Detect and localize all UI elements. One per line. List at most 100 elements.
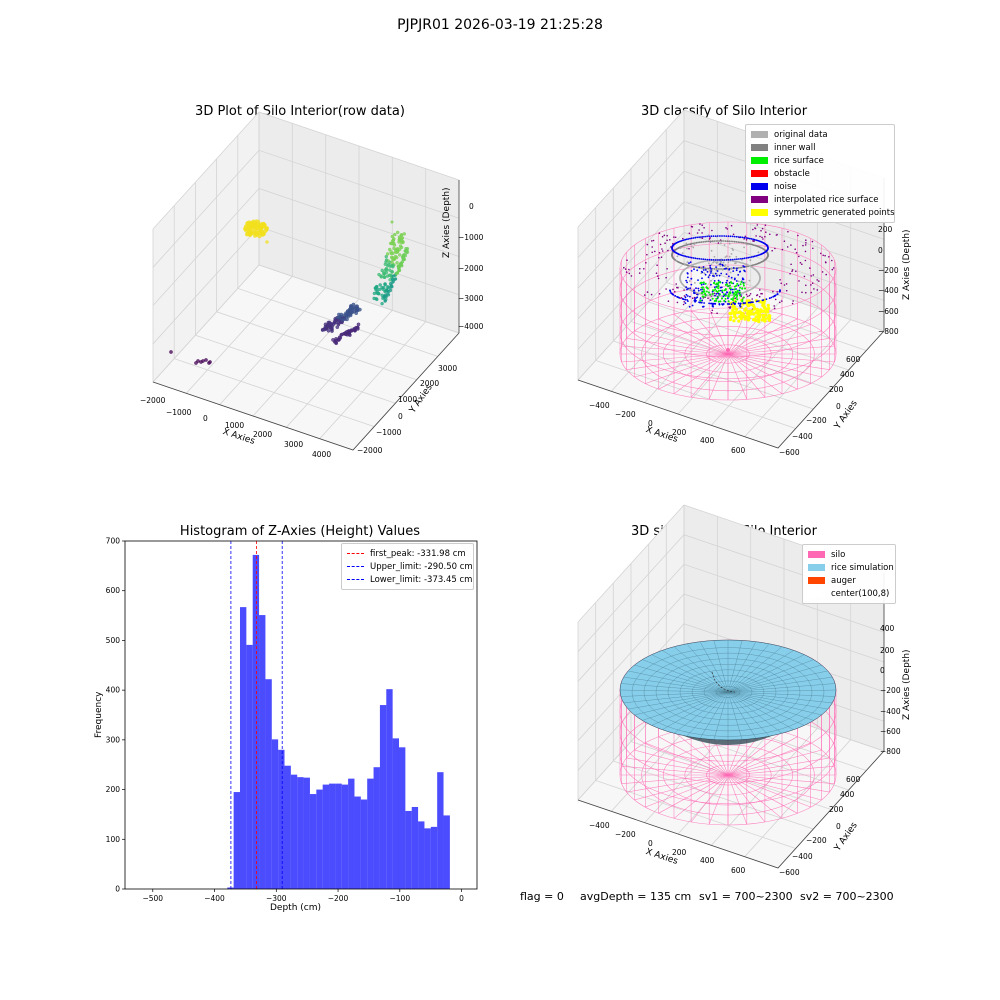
- classify-point-noise: [772, 295, 775, 298]
- classify-point-rice: [734, 291, 737, 294]
- classify-point-inner-wall: [730, 240, 732, 243]
- raw-point-teal: [396, 265, 400, 269]
- raw-point-teal: [400, 260, 405, 264]
- classify-point-interpolated: [677, 287, 679, 289]
- classify-point-interpolated: [798, 255, 800, 258]
- classify-point-symmetric: [731, 308, 735, 312]
- classify-point-original: [703, 260, 706, 263]
- classify-point-interpolated: [787, 230, 789, 233]
- raw-point-yellow: [247, 232, 252, 237]
- classify-point-interpolated: [638, 272, 641, 274]
- classify-point-interpolated: [744, 235, 747, 238]
- legend-label: Upper_limit: -290.50 cm: [370, 561, 473, 572]
- classify-point-noise: [684, 255, 687, 258]
- classify-point-rice: [700, 286, 703, 289]
- raw-point-yellow: [247, 227, 252, 232]
- legend-label: Lower_limit: -373.45 cm: [370, 574, 473, 585]
- simulation-y-tick: 400: [840, 790, 855, 799]
- classify-point-rice: [719, 300, 722, 303]
- classify-point-noise: [688, 305, 691, 308]
- classify-point-noise: [708, 258, 711, 261]
- classify-point-noise: [762, 299, 765, 301]
- classify-point-noise: [714, 286, 716, 289]
- legend-swatch: [808, 551, 825, 558]
- raw-axis-lines: [152, 332, 460, 451]
- classify-point-interpolated: [658, 256, 660, 259]
- classify-point-rice: [721, 289, 724, 292]
- classify-point-noise: [732, 267, 735, 269]
- classify-point-rice: [717, 287, 720, 290]
- classify-point-original: [693, 243, 696, 246]
- classify-legend-item: noise: [751, 180, 889, 193]
- classify-z-tick: 0: [878, 246, 883, 255]
- classify-point-interpolated: [745, 239, 748, 241]
- raw-y-tick: 3000: [438, 364, 458, 373]
- classify-point-rice: [724, 294, 727, 297]
- classify-point-symmetric: [734, 307, 739, 311]
- classify-point-rice: [740, 281, 743, 283]
- classify-point-original: [730, 267, 733, 270]
- classify-point-noise: [741, 257, 744, 260]
- classify-point-interpolated: [825, 273, 827, 276]
- raw-point-green: [392, 241, 396, 246]
- raw-point-purple: [355, 325, 360, 330]
- classify-point-symmetric: [762, 315, 766, 319]
- raw-data-3d-plot[interactable]: [0, 0, 500, 500]
- classify-point-interpolated: [643, 268, 645, 270]
- depth-histogram[interactable]: −500 −400 −300 −200 −100 00100200300400500600…: [0, 0, 500, 1000]
- classify-point-inner-wall: [752, 244, 755, 247]
- raw-point-green: [393, 254, 398, 259]
- classify-point-interpolated: [795, 270, 797, 273]
- raw-x-tick: 1000: [225, 421, 245, 430]
- classify-point-interpolated: [824, 254, 826, 257]
- classify-point-original: [710, 263, 713, 266]
- classify-point-interpolated: [822, 254, 824, 257]
- classify-point-inner-wall: [767, 253, 769, 256]
- classify-point-rice: [738, 293, 741, 296]
- classify-point-noise: [721, 259, 724, 261]
- histogram-y-tick-label: 400: [106, 686, 121, 695]
- classify-point-interpolated: [818, 280, 820, 282]
- classify-point-interpolated: [701, 224, 703, 226]
- classify-point-noise: [714, 302, 716, 305]
- classify-point-noise: [737, 236, 740, 238]
- raw-point-dark: [169, 350, 173, 354]
- classify-point-interpolated: [725, 227, 727, 229]
- classify-point-noise: [694, 236, 697, 239]
- classify-point-noise: [725, 291, 728, 294]
- raw-point-green: [398, 253, 402, 257]
- classify-point-noise: [690, 283, 693, 286]
- classify-point-interpolated: [713, 292, 716, 295]
- classify-point-noise: [710, 283, 712, 286]
- raw-point-purple: [354, 304, 358, 309]
- classify-point-interpolated: [703, 227, 705, 229]
- histogram-y-tick-label: 500: [106, 636, 121, 645]
- classify-x-tick: −200: [615, 410, 636, 419]
- raw-point-green: [372, 296, 376, 301]
- classify-point-noise: [715, 293, 718, 295]
- histogram-bar: [322, 784, 330, 889]
- raw-point-green: [384, 258, 389, 262]
- classify-point-noise: [728, 275, 730, 278]
- classify-point-noise: [724, 293, 727, 295]
- histogram-bar: [265, 679, 272, 889]
- classify-point-noise: [756, 239, 759, 242]
- raw-y-tick: 1000: [398, 395, 418, 404]
- classify-point-rice: [718, 293, 721, 296]
- raw-z-tick: −3000: [458, 294, 484, 303]
- classify-point-interpolated: [769, 233, 771, 236]
- classify-point-inner-wall: [744, 242, 746, 244]
- classify-point-interpolated: [651, 251, 653, 254]
- classify-point-interpolated: [658, 232, 661, 234]
- legend-swatch: [808, 590, 825, 597]
- classify-point-noise: [704, 273, 707, 276]
- classify-point-symmetric: [747, 316, 751, 320]
- classify-point-rice: [703, 290, 706, 293]
- classify-z-tick: −800: [878, 327, 899, 336]
- classify-point-interpolated: [732, 233, 735, 236]
- classify-legend-item: interpolated rice surface: [751, 193, 889, 206]
- histogram-ticks: −500 −400 −300 −200 −100 0 0 100 200 300 400 500 600…: [106, 537, 464, 904]
- histogram-bar: [278, 749, 285, 889]
- classify-point-original: [679, 247, 682, 250]
